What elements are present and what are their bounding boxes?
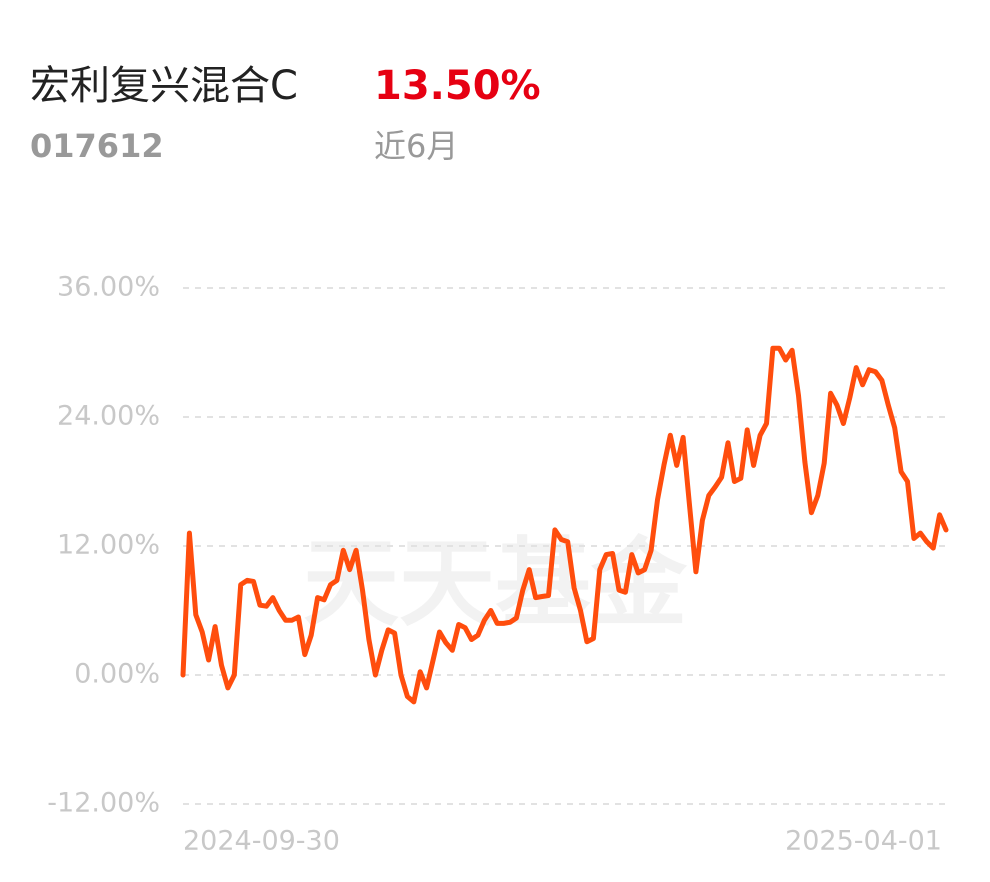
fund-name: 宏利复兴混合C <box>30 63 298 109</box>
line-series <box>180 345 949 705</box>
y-tick-label: 12.00% <box>57 530 160 561</box>
y-tick-label: 0.00% <box>74 659 160 690</box>
x-tick-label: 2024-09-30 <box>183 826 340 857</box>
fund-code: 017612 <box>30 127 164 165</box>
y-tick-label: 36.00% <box>57 272 160 303</box>
y-tick-label: -12.00% <box>47 788 160 819</box>
period: 近6月 <box>374 127 458 165</box>
x-tick-label: 2025-04-01 <box>785 826 942 857</box>
y-tick-label: 24.00% <box>57 401 160 432</box>
fund-return: 13.50% <box>374 63 541 109</box>
